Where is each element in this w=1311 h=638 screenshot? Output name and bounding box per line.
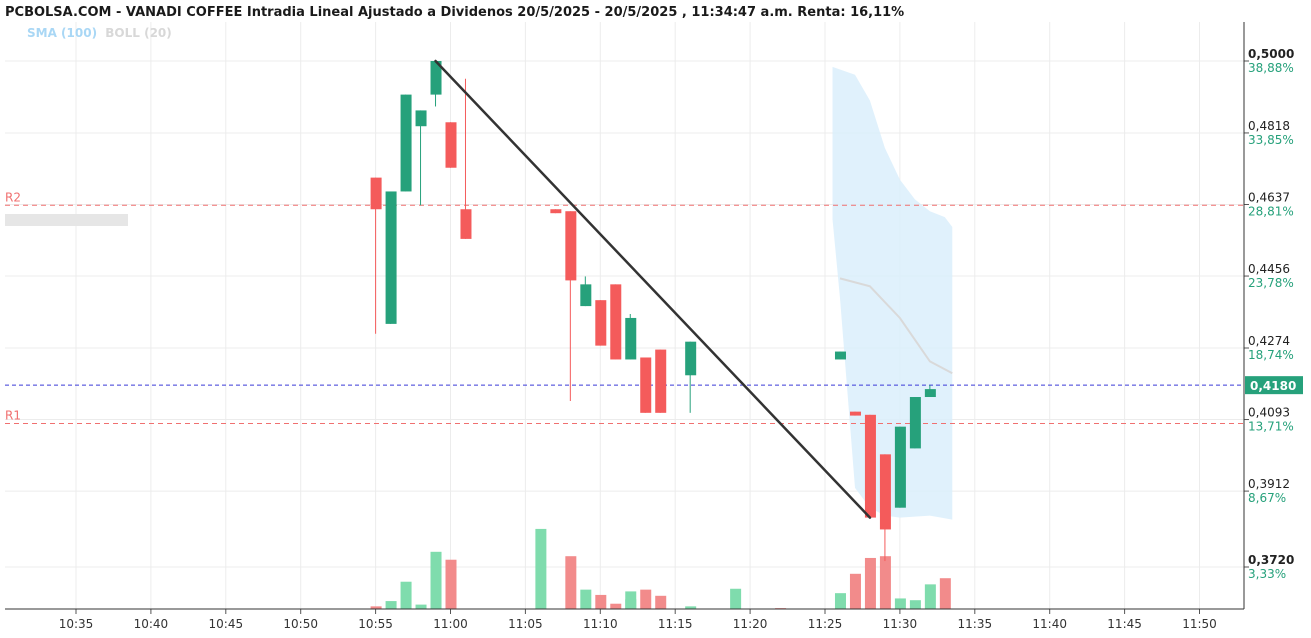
bollinger-band [832, 66, 953, 520]
x-tick-label: 11:25 [808, 617, 843, 631]
volume-bar [370, 606, 382, 609]
volume-bar [565, 556, 577, 609]
candlesticks [370, 61, 936, 562]
candle-body [894, 426, 906, 508]
y-tick-price: 0,5000 [1248, 47, 1294, 61]
y-tick-price: 0,3720 [1248, 553, 1294, 567]
chart-title: PCBOLSA.COM - VANADI COFFEE Intradia Lin… [5, 5, 905, 20]
chart-grid [5, 22, 1244, 609]
x-tick-label: 10:50 [283, 617, 318, 631]
x-tick-label: 10:55 [358, 617, 393, 631]
y-tick-price: 0,3912 [1248, 477, 1290, 491]
sma-line [839, 277, 953, 375]
candle-body [909, 397, 921, 449]
volume-bar [400, 581, 412, 609]
volume-bar [879, 556, 891, 609]
candle-body [445, 122, 457, 168]
trend-line [434, 59, 872, 519]
volume-bar [685, 606, 697, 609]
y-tick-pct: 33,85% [1248, 133, 1294, 147]
candle-body [580, 284, 592, 307]
y-tick-pct: 28,81% [1248, 204, 1294, 218]
volume-bar [655, 595, 667, 609]
volume-bar [625, 591, 637, 609]
y-tick-pct: 18,74% [1248, 348, 1294, 362]
candle-body [550, 209, 562, 214]
candle-body [625, 317, 637, 360]
candle-body [849, 411, 861, 416]
x-tick-label: 11:35 [958, 617, 993, 631]
resistance-label: R1 [5, 409, 21, 423]
volume-bar [535, 528, 547, 609]
x-tick-label: 11:20 [733, 617, 768, 631]
candle-body [460, 209, 472, 239]
current-price-label: 0,4180 [1250, 379, 1296, 393]
candle-body [430, 61, 442, 95]
volume-bar [415, 604, 427, 609]
candle-body [595, 300, 607, 346]
y-tick-price: 0,4456 [1248, 262, 1290, 276]
x-tick-label: 10:40 [134, 617, 169, 631]
y-tick-price: 0,4637 [1248, 190, 1290, 204]
bollinger-band-area [832, 66, 953, 520]
candle-body [879, 454, 891, 530]
resistance-levels: R2 R1 0,4180 [5, 190, 1303, 425]
y-tick-pct: 8,67% [1248, 491, 1286, 505]
candle-body [924, 389, 936, 398]
volume-bar [909, 600, 921, 609]
candle-body [610, 284, 622, 360]
y-tick-pct: 23,78% [1248, 276, 1294, 290]
volume-bar [834, 593, 846, 609]
candle-body [834, 351, 846, 360]
r2-label-box [5, 214, 128, 226]
legend-boll[interactable]: BOLL (20) [105, 26, 172, 40]
volume-bar [430, 551, 442, 609]
x-tick-label: 11:45 [1107, 617, 1142, 631]
candle-body [640, 357, 652, 413]
candle-body [565, 211, 577, 281]
volume-bar [939, 578, 951, 609]
volume-bar [849, 573, 861, 609]
x-tick-label: 11:00 [433, 617, 468, 631]
volume-bar [580, 589, 592, 609]
chart-axes: 10:35 10:40 10:45 10:50 10:55 11:00 11:05 11:10… [5, 22, 1294, 631]
volume-bar [385, 601, 397, 609]
x-tick-label: 11:50 [1182, 617, 1217, 631]
volume-bar [864, 557, 876, 609]
resistance-label: R2 [5, 190, 21, 204]
volume-bar [610, 603, 622, 609]
candle-body [385, 191, 397, 324]
candle-body [864, 414, 876, 518]
x-tick-label: 11:10 [583, 617, 618, 631]
candle-body [415, 110, 427, 127]
candle-body [400, 94, 412, 192]
current-price-badge [1245, 376, 1303, 395]
x-tick-label: 10:45 [209, 617, 244, 631]
indicator-legend: SMA (100) BOLL (20) [27, 26, 172, 40]
candle-body [370, 177, 382, 210]
y-tick-pct: 3,33% [1248, 567, 1286, 581]
candle-body [655, 349, 667, 413]
y-tick-price: 0,4093 [1248, 406, 1290, 420]
x-tick-label: 11:15 [658, 617, 693, 631]
candle-body [685, 341, 697, 376]
volume-bars [370, 528, 951, 609]
volume-bar [894, 598, 906, 609]
volume-bar [595, 594, 607, 609]
volume-bar [730, 588, 742, 609]
x-tick-label: 11:05 [508, 617, 543, 631]
volume-bar [640, 589, 652, 609]
x-tick-label: 10:35 [59, 617, 94, 631]
y-tick-price: 0,4274 [1248, 334, 1290, 348]
volume-bar [924, 584, 936, 609]
x-tick-label: 11:40 [1032, 617, 1067, 631]
x-tick-label: 11:30 [883, 617, 918, 631]
trend-line-segment [434, 59, 872, 519]
legend-sma[interactable]: SMA (100) [27, 26, 98, 40]
y-tick-pct: 38,88% [1248, 61, 1294, 75]
volume-bar [445, 559, 457, 609]
y-tick-pct: 13,71% [1248, 420, 1294, 434]
y-tick-price: 0,4818 [1248, 119, 1290, 133]
